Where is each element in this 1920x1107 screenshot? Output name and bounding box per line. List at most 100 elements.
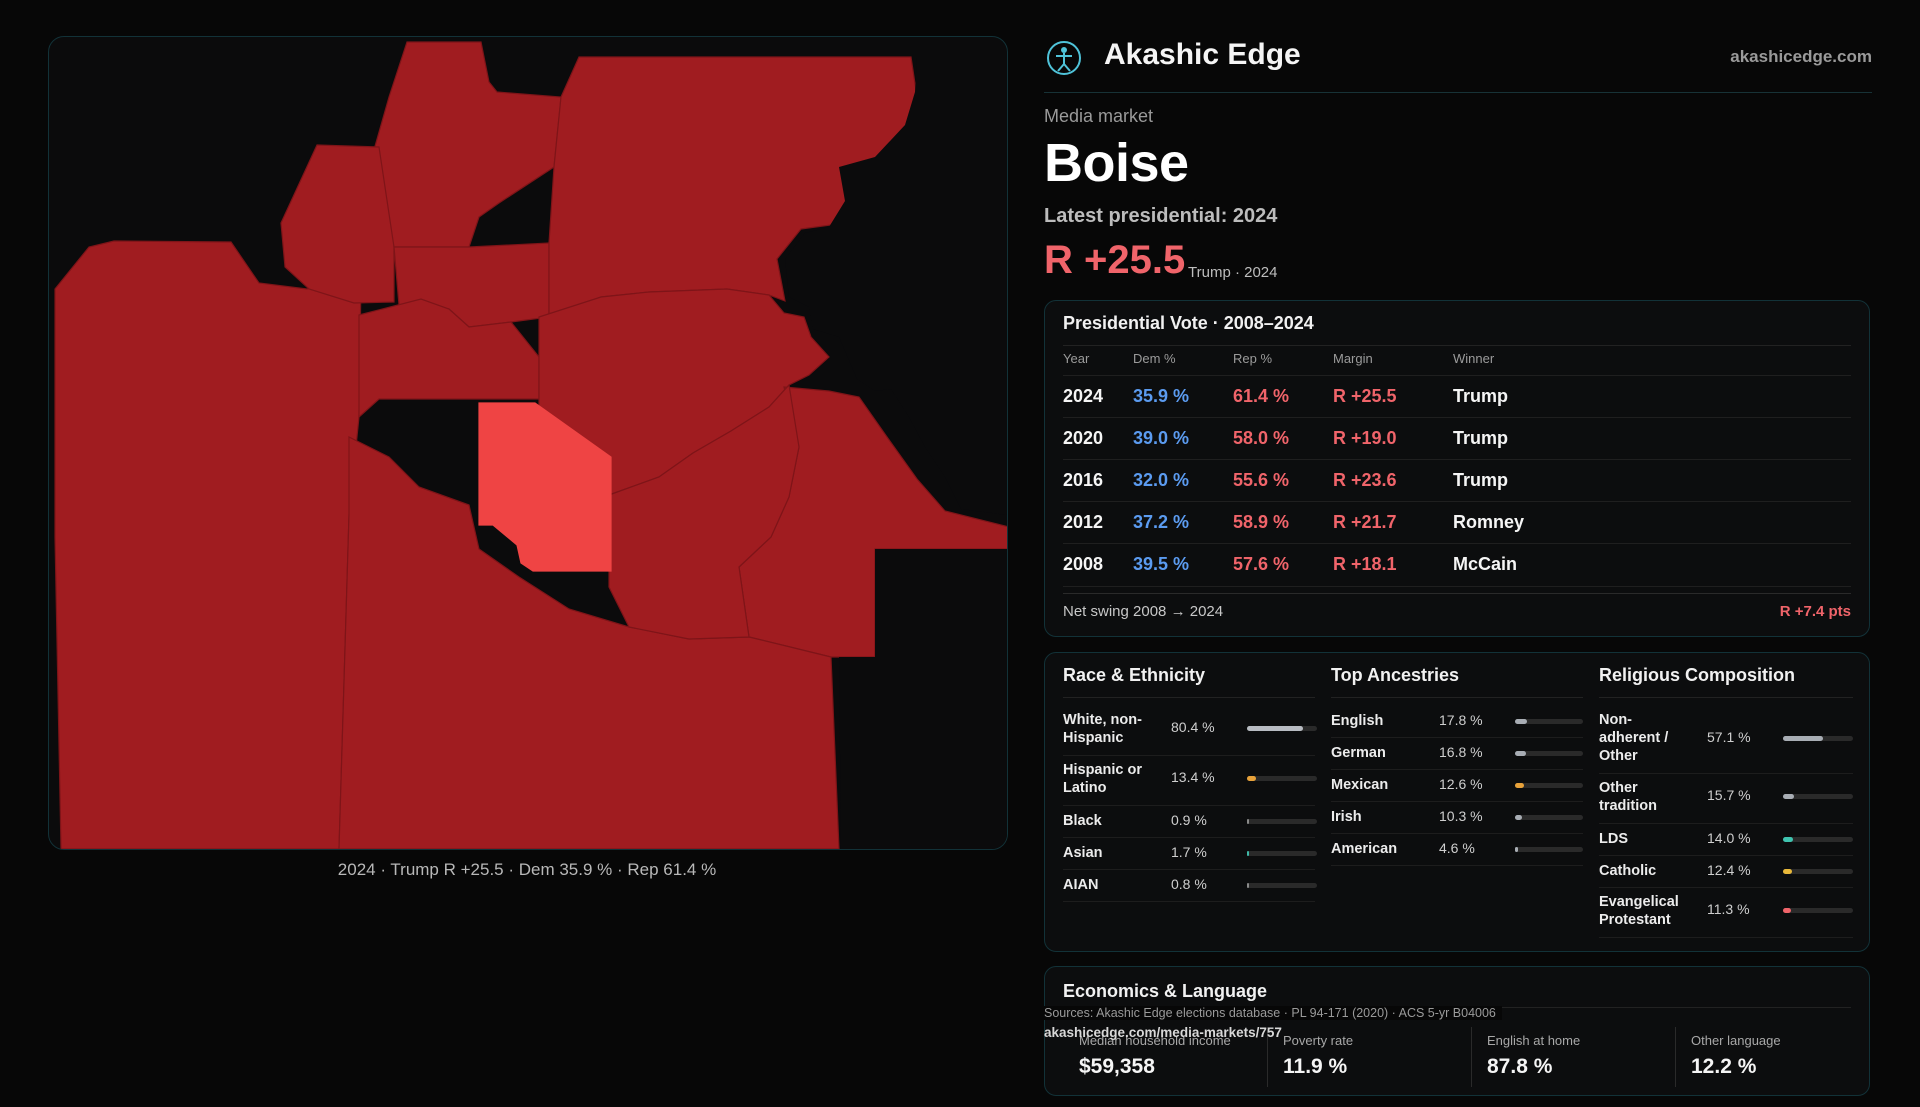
race-value: 13.4 %	[1171, 769, 1215, 785]
econ-value: 12.2 %	[1691, 1055, 1757, 1078]
race-value: 1.7 %	[1171, 844, 1207, 860]
ancestry-row: American 4.6 %	[1331, 833, 1583, 866]
ancestry-value: 4.6 %	[1439, 840, 1475, 856]
ancestry-label: Irish	[1331, 809, 1362, 825]
cell-year: 2020	[1063, 428, 1104, 448]
ancestry-label: American	[1331, 841, 1398, 857]
cell-year: 2024	[1063, 386, 1104, 406]
race-value: 0.9 %	[1171, 812, 1207, 828]
county-highlight-selected[interactable]	[478, 402, 612, 572]
divider	[1331, 697, 1583, 698]
market-map[interactable]	[48, 36, 1008, 850]
divider	[1063, 593, 1851, 594]
race-row: AIAN 0.8 %	[1063, 869, 1317, 902]
economics-language-card: Economics & Language Median household in…	[1044, 966, 1870, 1096]
ancestry-row: Irish 10.3 %	[1331, 801, 1583, 834]
ancestry-section: Top Ancestries English 17.8 % German 16.8 %…	[1331, 653, 1583, 951]
race-bar-fill	[1247, 726, 1304, 731]
econ-label: Median household income	[1079, 1033, 1231, 1048]
vote-header-margin: Margin	[1333, 351, 1373, 366]
econ-value: 11.9 %	[1283, 1055, 1348, 1078]
brand-url-link[interactable]: akashicedge.com	[1730, 47, 1872, 66]
religion-row: Evangelical Protestant 11.3 %	[1599, 887, 1853, 938]
econ-label: English at home	[1487, 1033, 1581, 1048]
econ-value: 87.8 %	[1487, 1055, 1553, 1078]
map-outside-east	[785, 57, 1007, 515]
county-region-west[interactable]	[54, 240, 362, 849]
ancestry-row: Mexican 12.6 %	[1331, 769, 1583, 802]
econ-label: Other language	[1691, 1033, 1781, 1048]
details-panel: Akashic Edge akashicedge.com Media marke…	[1044, 0, 1872, 1096]
race-bar-fill	[1247, 776, 1257, 781]
table-row[interactable]: 2024 35.9 % 61.4 % R +25.5 Trump	[1063, 375, 1851, 418]
econ-income: Median household income $59,358	[1079, 1027, 1259, 1107]
race-label: Hispanic or Latino	[1063, 762, 1142, 796]
religion-value: 11.3 %	[1707, 901, 1750, 917]
table-row[interactable]: 2016 32.0 % 55.6 % R +23.6 Trump	[1063, 459, 1851, 502]
vote-header-winner: Winner	[1453, 351, 1495, 366]
cell-dem: 35.9 %	[1133, 386, 1190, 406]
race-label: Black	[1063, 813, 1102, 829]
ancestry-bar	[1515, 751, 1583, 756]
race-bar	[1247, 883, 1317, 888]
permalink[interactable]: akashicedge.com/media-markets/757	[1044, 1025, 1282, 1040]
table-row[interactable]: 2008 39.5 % 57.6 % R +18.1 McCain	[1063, 543, 1851, 587]
race-row: Black 0.9 %	[1063, 805, 1317, 838]
divider	[1675, 1027, 1676, 1087]
map-outside-southeast	[839, 549, 1007, 849]
demographics-card: Race & Ethnicity White, non-Hispanic 80.4…	[1044, 652, 1870, 952]
ancestry-bar-fill	[1515, 815, 1522, 820]
ancestry-bar-fill	[1515, 847, 1519, 852]
county-map-svg	[54, 41, 1007, 849]
vote-header-rep: Rep %	[1233, 351, 1273, 366]
religion-value: 57.1 %	[1707, 729, 1751, 745]
religion-label: Evangelical Protestant	[1599, 894, 1679, 928]
table-row[interactable]: 2020 39.0 % 58.0 % R +19.0 Trump	[1063, 417, 1851, 460]
cell-rep: 57.6 %	[1233, 554, 1290, 574]
econ-poverty: Poverty rate 11.9 %	[1283, 1027, 1463, 1107]
race-bar	[1247, 851, 1317, 856]
county-region-north-2[interactable]	[280, 144, 395, 304]
cell-margin: R +18.1	[1333, 554, 1397, 574]
cell-dem: 39.0 %	[1133, 428, 1190, 448]
ancestry-value: 17.8 %	[1439, 712, 1483, 728]
cell-margin: R +21.7	[1333, 512, 1397, 532]
religion-value: 14.0 %	[1707, 830, 1751, 846]
cell-year: 2008	[1063, 554, 1104, 574]
religion-label: Non-adherent / Other	[1599, 712, 1669, 764]
religion-bar	[1783, 908, 1853, 913]
race-label: White, non-Hispanic	[1063, 712, 1142, 746]
county-region-north-1[interactable]	[363, 41, 562, 248]
net-swing-value: R +7.4 pts	[1779, 603, 1851, 620]
economics-title: Economics & Language	[1063, 981, 1268, 1001]
cell-year: 2016	[1063, 470, 1104, 490]
county-region-mid-south[interactable]	[608, 383, 800, 640]
race-bar-fill	[1247, 851, 1249, 856]
religion-bar	[1783, 794, 1853, 799]
cell-winner: Trump	[1453, 428, 1509, 448]
table-row[interactable]: 2012 37.2 % 58.9 % R +21.7 Romney	[1063, 501, 1851, 544]
map-caption: 2024 · Trump R +25.5 · Dem 35.9 % · Rep …	[337, 860, 717, 879]
ancestry-bar	[1515, 847, 1583, 852]
net-swing-label: Net swing 2008 → 2024	[1063, 603, 1224, 620]
page-title: Boise	[1044, 133, 1189, 193]
brand-name[interactable]: Akashic Edge	[1104, 38, 1301, 71]
race-label: AIAN	[1063, 877, 1099, 893]
ancestry-bar	[1515, 783, 1583, 788]
sources-note: Sources: Akashic Edge elections database…	[1044, 1006, 1502, 1020]
religion-bar	[1783, 869, 1853, 874]
religion-bar-fill	[1783, 736, 1823, 741]
cell-rep: 55.6 %	[1233, 470, 1290, 490]
cell-margin: R +25.5	[1333, 386, 1397, 406]
cell-margin: R +19.0	[1333, 428, 1397, 448]
latest-margin-sub: Trump · 2024	[1188, 264, 1278, 281]
religion-value: 12.4 %	[1707, 862, 1751, 878]
econ-other-language: Other language 12.2 %	[1691, 1027, 1851, 1107]
ancestry-row: German 16.8 %	[1331, 737, 1583, 770]
ancestry-bar	[1515, 815, 1583, 820]
vote-table-title: Presidential Vote · 2008–2024	[1063, 313, 1314, 333]
cell-dem: 39.5 %	[1133, 554, 1190, 574]
race-value: 0.8 %	[1171, 876, 1207, 892]
race-bar	[1247, 776, 1317, 781]
race-row: White, non-Hispanic 80.4 %	[1063, 705, 1317, 756]
